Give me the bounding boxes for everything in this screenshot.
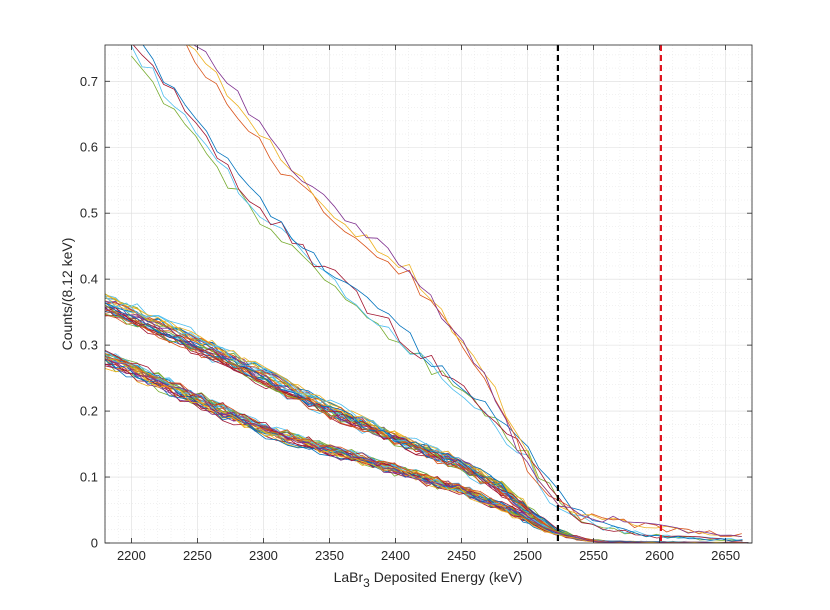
y-axis-label: Counts/(8.12 keV) <box>59 238 75 351</box>
minor-grid <box>104 45 753 543</box>
x-tick-label: 2450 <box>447 548 476 563</box>
x-axis-label: LaBr3 Deposited Energy (keV) <box>334 569 523 590</box>
y-tick-labels: 0 0.1 0.2 0.3 0.4 0.5 0.6 0.7 <box>80 74 98 551</box>
x-tick-label: 2650 <box>711 548 740 563</box>
series-line-mid-curves <box>131 45 743 542</box>
reference-lines <box>556 45 662 543</box>
series-line-high-curves <box>193 45 742 537</box>
axes-box <box>104 44 753 544</box>
series-line-lower-band <box>105 358 749 543</box>
x-tick-label: 2350 <box>315 548 344 563</box>
x-tick-label: 2300 <box>249 548 278 563</box>
series-line-lower-band <box>105 356 749 543</box>
x-axis-label-subscript: 3 <box>363 576 370 590</box>
x-tick-label: 2400 <box>381 548 410 563</box>
x-tick-label: 2550 <box>579 548 608 563</box>
x-tick-label: 2600 <box>645 548 674 563</box>
x-tick-label: 2250 <box>183 548 212 563</box>
y-tick-label: 0.2 <box>80 404 98 419</box>
series-line-high-curves <box>187 45 742 537</box>
x-tick-labels: 2200 2250 2300 2350 2400 2450 2500 2550 2600 2650 <box>117 548 740 563</box>
y-tick-label: 0.3 <box>80 338 98 353</box>
series-line-mid-curves <box>142 45 743 542</box>
y-tick-label: 0.4 <box>80 272 98 287</box>
plot-area <box>105 45 752 543</box>
y-tick-label: 0.7 <box>80 74 98 89</box>
axis-ticks <box>105 45 752 544</box>
x-tick-label: 2500 <box>513 548 542 563</box>
y-tick-label: 0.1 <box>80 470 98 485</box>
x-axis-label-main: LaBr <box>334 569 364 585</box>
y-tick-label: 0 <box>91 536 98 551</box>
x-tick-label: 2200 <box>117 548 146 563</box>
x-axis-label-rest: Deposited Energy (keV) <box>370 569 523 585</box>
y-tick-label: 0.6 <box>80 140 98 155</box>
series-lines <box>105 45 749 543</box>
y-tick-label: 0.5 <box>80 206 98 221</box>
